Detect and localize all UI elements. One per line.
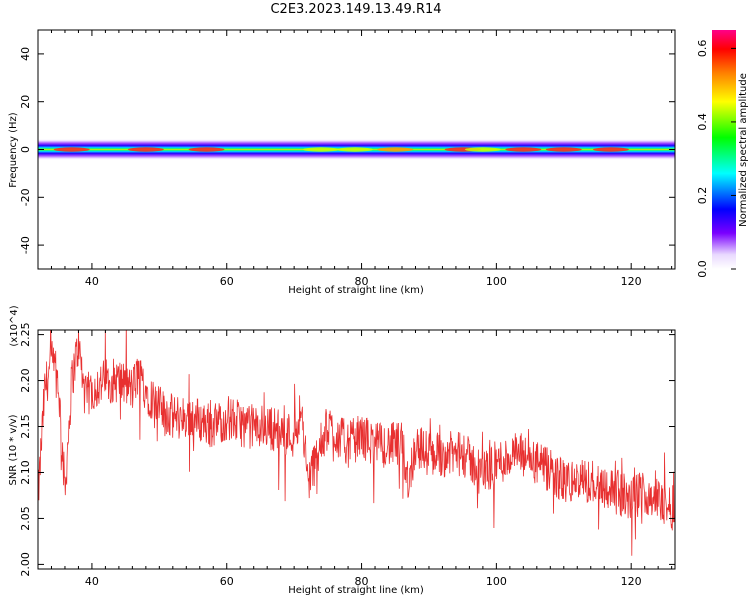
- top-x-tick-label: 80: [355, 275, 369, 288]
- spectral-hotspot: [592, 147, 629, 152]
- bottom-y-tick-label: 2.15: [19, 414, 32, 439]
- top-x-tick-label: 40: [85, 275, 99, 288]
- colorbar-tick-label: 0.2: [696, 187, 709, 205]
- bottom-y-tick-label: 2.20: [19, 368, 32, 393]
- spectral-hotspot: [336, 147, 373, 152]
- bottom-y-tick-label: 2.10: [19, 460, 32, 485]
- top-y-tick-label: -40: [19, 236, 32, 254]
- spectral-hotspot: [127, 147, 164, 152]
- spectrogram-panel: 40 60 80 100 120 -40 -20 0 20 40 Height of straig…: [8, 29, 676, 296]
- chart-title: C2E3.2023.149.13.49.R14: [270, 2, 442, 17]
- colorbar-gradient: [712, 30, 736, 269]
- snr-series-line: [38, 330, 675, 556]
- bottom-x-tick-label: 80: [355, 575, 369, 588]
- top-x-tick-label: 120: [621, 275, 642, 288]
- y-axis-label-top: Frequency (Hz): [8, 112, 19, 188]
- bottom-y-tick-label: 2.25: [19, 322, 32, 347]
- spectral-hotspot: [377, 147, 414, 152]
- x-axis-label-top: Height of straight line (km): [288, 285, 424, 296]
- y-axis-scale-label: (x10^4): [9, 305, 20, 346]
- snr-panel: 40 60 80 100 120 2.00 2.05 2.10 2.15 2.20 2.25 Hei…: [8, 305, 676, 596]
- spectral-hotspot: [505, 147, 542, 152]
- top-x-tick-label: 100: [486, 275, 507, 288]
- spectral-hotspot: [545, 147, 582, 152]
- colorbar-tick-label: 0.4: [696, 113, 709, 131]
- bottom-x-tick-label: 40: [85, 575, 99, 588]
- top-y-tick-label: 20: [19, 95, 32, 109]
- spectral-hotspot: [53, 147, 90, 152]
- colorbar-tick-label: 0.0: [696, 260, 709, 278]
- top-y-tick-label: 40: [19, 47, 32, 61]
- bottom-y-tick-label: 2.00: [19, 552, 32, 577]
- bottom-x-tick-label: 60: [220, 575, 234, 588]
- colorbar-label: Normalized spectral amplitude: [738, 73, 749, 227]
- colorbar-tick-label: 0.6: [696, 40, 709, 58]
- colorbar: 0.0 0.2 0.4 0.6 Normalized spectral amplitu…: [696, 30, 749, 278]
- y-axis-label-bottom: SNR (10 * v/v): [8, 414, 19, 485]
- bottom-x-tick-label: 120: [621, 575, 642, 588]
- top-y-tick-label: 0: [19, 146, 32, 153]
- bottom-y-tick-label: 2.05: [19, 506, 32, 531]
- top-x-tick-label: 60: [220, 275, 234, 288]
- bottom-frame: [37, 329, 676, 570]
- top-y-tick-label: -20: [19, 188, 32, 206]
- spectral-hotspot: [188, 147, 225, 152]
- bottom-x-tick-label: 100: [486, 575, 507, 588]
- spectral-hotspot: [303, 147, 340, 152]
- spectral-hotspot: [464, 147, 501, 152]
- x-axis-label-bottom: Height of straight line (km): [288, 585, 424, 596]
